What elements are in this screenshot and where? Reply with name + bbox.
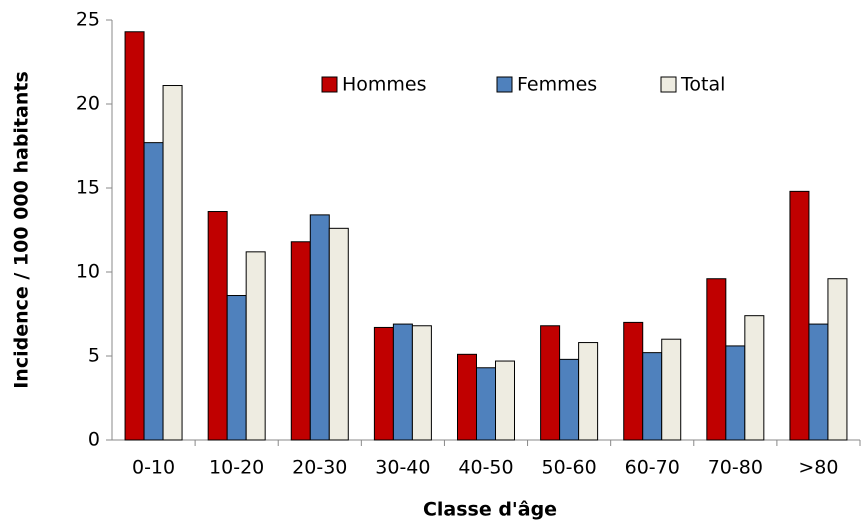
bar <box>373 326 394 441</box>
x-tick-label: 70-80 <box>708 457 763 479</box>
y-tick-label: 0 <box>88 429 100 451</box>
bar <box>642 352 663 441</box>
bar <box>328 227 349 441</box>
bar <box>706 278 727 441</box>
x-tick-label: 20-30 <box>292 457 347 479</box>
y-tick-label: 25 <box>76 9 100 31</box>
legend-label: Total <box>680 74 725 96</box>
y-tick-label: 5 <box>88 345 100 367</box>
bar <box>124 31 145 441</box>
bar <box>207 211 228 441</box>
legend-label: Hommes <box>342 74 427 96</box>
bar <box>245 251 266 441</box>
legend-label: Femmes <box>517 74 597 96</box>
bar <box>661 338 682 441</box>
bar <box>623 321 644 441</box>
bar <box>578 342 599 441</box>
bar <box>540 325 561 441</box>
bar <box>411 325 432 441</box>
bar <box>495 360 515 441</box>
bar <box>827 278 848 441</box>
legend-swatch <box>660 76 677 93</box>
x-axis-label: Classe d'âge <box>423 499 557 521</box>
bar <box>226 295 247 441</box>
bar <box>744 315 765 441</box>
y-tick-label: 15 <box>76 177 100 199</box>
bar <box>808 323 829 441</box>
y-tick-label: 10 <box>76 261 100 283</box>
bar <box>392 323 413 441</box>
x-tick-label: >80 <box>798 457 838 479</box>
legend-swatch <box>496 76 513 93</box>
bar <box>290 241 311 441</box>
bar <box>162 85 183 441</box>
bar <box>476 367 496 441</box>
x-tick-label: 0-10 <box>132 457 175 479</box>
bar <box>789 190 810 441</box>
bar <box>725 345 746 441</box>
bar <box>309 214 330 441</box>
x-tick-label: 10-20 <box>209 457 264 479</box>
bar <box>559 358 580 441</box>
x-tick-label: 50-60 <box>542 457 597 479</box>
y-tick-label: 20 <box>76 93 100 115</box>
x-tick-label: 30-40 <box>375 457 430 479</box>
x-tick-label: 40-50 <box>458 457 513 479</box>
bar <box>143 142 164 441</box>
x-tick-label: 60-70 <box>625 457 680 479</box>
y-axis-label: Incidence / 100 000 habitants <box>11 71 33 389</box>
legend-swatch <box>321 76 338 93</box>
bar <box>457 353 477 441</box>
